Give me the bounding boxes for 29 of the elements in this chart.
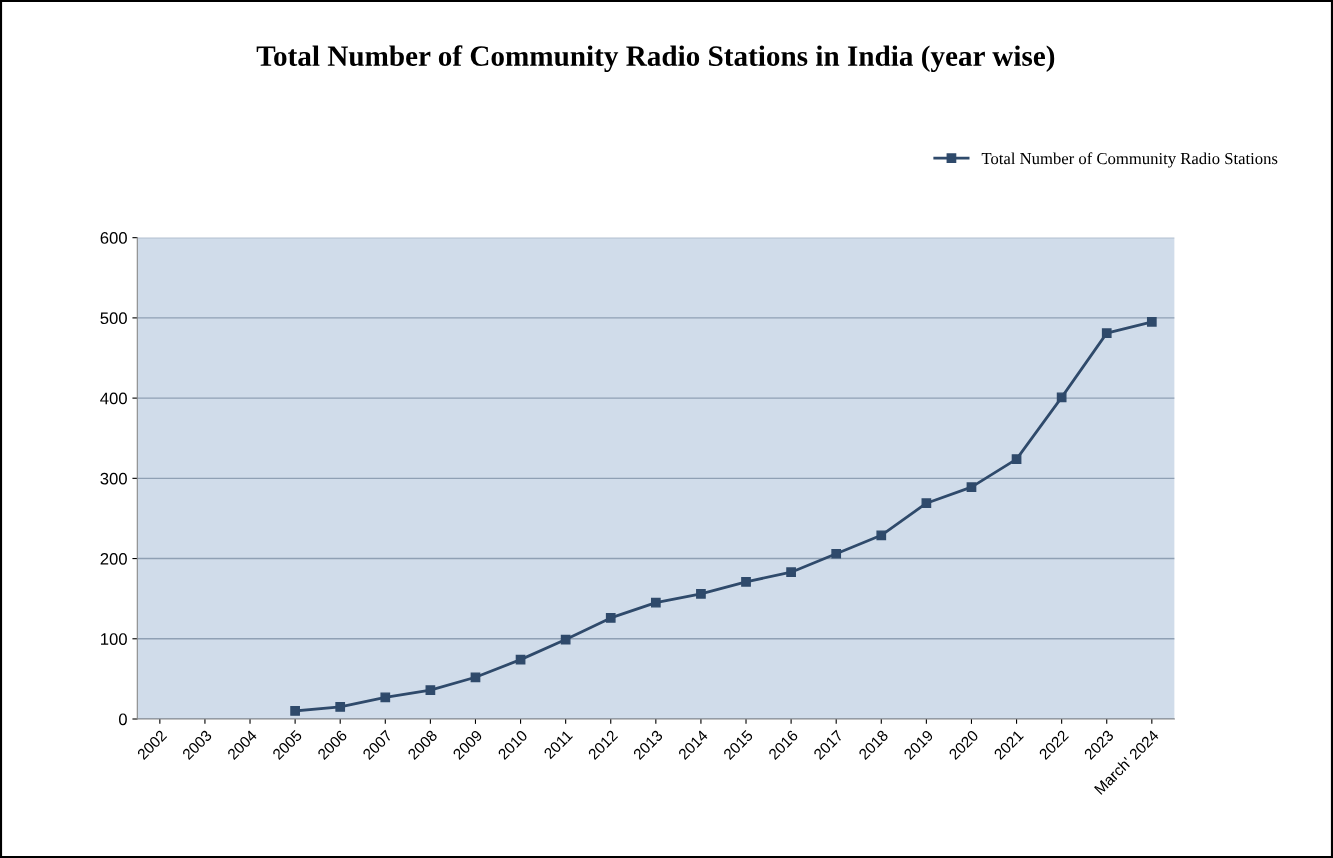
- y-tick-label: 500: [100, 312, 127, 325]
- point: [786, 567, 796, 578]
- point: [650, 597, 661, 608]
- chart-title: Total Number of Community Radio Stations in India (year wise): [256, 45, 1055, 72]
- y-tick-label: 0: [118, 713, 127, 726]
- point: [741, 576, 751, 587]
- y-tick-label: 600: [100, 232, 127, 244]
- point: [1146, 317, 1157, 327]
- point: [515, 654, 526, 665]
- point: [696, 588, 706, 599]
- y-tick-label: 300: [100, 472, 127, 485]
- point: [605, 613, 616, 623]
- y-tick-label: 100: [101, 633, 127, 645]
- point: [831, 548, 842, 559]
- point: [560, 634, 571, 645]
- point: [380, 692, 391, 703]
- y-tick-label: 200: [100, 552, 127, 565]
- point: [425, 685, 436, 695]
- point: [290, 706, 300, 716]
- point: [1011, 454, 1022, 464]
- point: [1101, 328, 1112, 338]
- legend-label: Total Number of Community Radio Stations: [981, 152, 1278, 168]
- point: [470, 672, 481, 683]
- point: [966, 482, 977, 493]
- y-tick-label: 400: [100, 392, 127, 405]
- point: [1056, 392, 1067, 403]
- point: [876, 530, 887, 541]
- point: [921, 498, 932, 509]
- point: [335, 702, 346, 712]
